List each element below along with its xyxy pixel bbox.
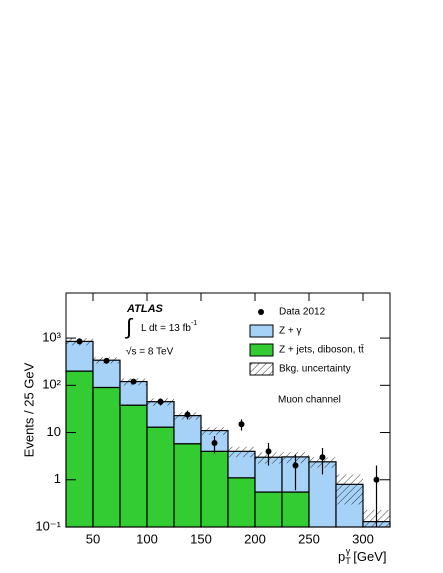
x-tick-label: 100 bbox=[136, 531, 158, 546]
uncertainty-band bbox=[228, 446, 255, 458]
stack-bar bbox=[146, 401, 175, 428]
energy-label: √s = 8 TeV bbox=[126, 346, 174, 358]
data-point bbox=[184, 411, 191, 418]
data-point bbox=[130, 378, 137, 385]
uncertainty-band bbox=[336, 474, 363, 505]
stack-bar bbox=[92, 386, 121, 528]
experiment-label: ATLAS bbox=[126, 303, 164, 315]
stack-bar bbox=[92, 359, 121, 389]
stack-bar bbox=[200, 450, 229, 528]
integral-sign: ∫ bbox=[124, 314, 134, 339]
y-axis-label: Events / 25 GeV bbox=[21, 362, 36, 457]
data-point bbox=[265, 448, 272, 455]
stack-bar bbox=[65, 340, 94, 372]
legend-label: Data 2012 bbox=[279, 307, 326, 318]
data-point bbox=[238, 421, 245, 428]
stack-bar bbox=[173, 443, 202, 528]
y-tick-label: 1 bbox=[54, 471, 61, 486]
stack-bar bbox=[65, 370, 94, 528]
luminosity-text: L dt = 13 fb bbox=[141, 323, 191, 334]
data-point bbox=[103, 357, 110, 364]
stack-bar bbox=[146, 426, 175, 528]
x-label-base: p bbox=[338, 549, 345, 564]
y-tick-label: 10³ bbox=[42, 330, 61, 345]
luminosity-exponent: -1 bbox=[191, 320, 197, 327]
data-point bbox=[319, 454, 326, 461]
y-tick-label: 10² bbox=[42, 377, 61, 392]
x-axis-label: pTγ [GeV] bbox=[338, 546, 386, 566]
y-tick-label: 10 bbox=[47, 424, 61, 439]
stack-bar bbox=[227, 477, 256, 528]
data-point bbox=[211, 440, 218, 447]
luminosity-label: L dt = 13 fb-1 bbox=[141, 320, 197, 334]
channel-label: Muon channel bbox=[278, 395, 341, 406]
legend-swatch bbox=[249, 343, 274, 357]
legend-label: Z + γ bbox=[279, 326, 302, 337]
legend-label: Bkg. uncertainty bbox=[279, 364, 351, 375]
x-tick-label: 200 bbox=[244, 531, 266, 546]
x-tick-label: 150 bbox=[190, 531, 212, 546]
data-point bbox=[292, 462, 299, 469]
plot-frame bbox=[65, 292, 391, 528]
data-point bbox=[373, 476, 380, 483]
x-tick-label: 300 bbox=[352, 531, 374, 546]
stack-bar bbox=[119, 404, 148, 528]
stack-bar bbox=[281, 491, 310, 528]
y-tick-label: 10⁻¹ bbox=[35, 518, 61, 533]
uncertainty-band bbox=[201, 427, 228, 435]
x-label-sup: γ bbox=[346, 546, 351, 556]
x-tick-label: 250 bbox=[298, 531, 320, 546]
x-tick-label: 50 bbox=[86, 531, 100, 546]
legend-label: Z + jets, diboson, tt̄ bbox=[279, 343, 364, 355]
data-point bbox=[157, 398, 164, 405]
data-point bbox=[76, 338, 83, 345]
x-label-sub: T bbox=[345, 556, 351, 566]
stack-bar bbox=[254, 491, 283, 528]
x-label-unit: [GeV] bbox=[353, 549, 386, 564]
stack-bar bbox=[173, 415, 202, 445]
legend-swatch bbox=[249, 324, 274, 338]
legend-swatch bbox=[249, 362, 274, 376]
legend-marker bbox=[258, 309, 264, 315]
